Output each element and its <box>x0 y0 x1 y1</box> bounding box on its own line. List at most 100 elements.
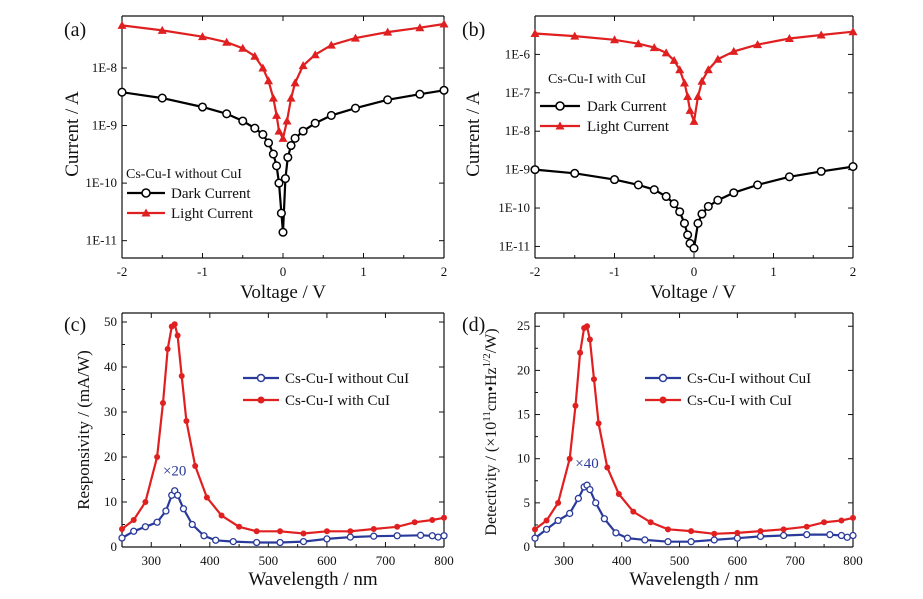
panel-b-data-point <box>661 191 671 202</box>
panel-c-data-point <box>323 528 330 535</box>
panel-c-data-point <box>276 538 284 547</box>
panel-d-legend-series2-marker <box>659 396 667 404</box>
panel-a-data-point <box>272 161 282 171</box>
panel-d-data-point <box>711 530 718 537</box>
panel-b-ylabel: Current / A <box>463 91 484 177</box>
panel-c-data-point <box>218 512 225 519</box>
panel-a-data-point <box>258 129 268 140</box>
panel-b-data-point <box>683 92 693 101</box>
panel-b-data-point <box>729 188 739 198</box>
panel-c-data-point <box>428 532 436 540</box>
panel-b-data-point <box>713 195 723 205</box>
panel-c-data-point <box>154 454 161 460</box>
panel-a-x-tick-label: -1 <box>197 264 208 279</box>
panel-c-data-point <box>416 531 425 539</box>
panel-a-data-point <box>238 116 248 126</box>
panel-b-x-tick-label: -2 <box>530 264 541 279</box>
panel-a-y-tick-label: 1E-10 <box>85 175 117 190</box>
panel-a-legend-light-label: Light Current <box>171 206 254 222</box>
panel-d-data-point <box>566 509 574 518</box>
panel-d-data-point <box>577 349 584 356</box>
panel-a-data-point <box>298 61 308 70</box>
panel-d-data-point <box>566 455 573 462</box>
panel-d: (d) Detectivity / (×1011cm•Hz1/2/W) Wave… <box>462 312 863 590</box>
panel-b-data-point <box>679 218 690 228</box>
panel-d-data-point <box>542 525 551 533</box>
panel-d-data-point <box>850 514 856 521</box>
panel-d-data-point <box>586 485 594 494</box>
panel-a-data-point <box>274 178 284 188</box>
panel-a-data-point <box>268 93 278 102</box>
panel-c-data-point <box>159 400 166 406</box>
panel-a-data-point <box>278 133 288 142</box>
panel-d-data-point <box>586 336 593 343</box>
panel-a-data-point <box>283 152 293 162</box>
panel-b-data-point <box>693 218 703 228</box>
panel-c-y-tick-label: 50 <box>104 314 117 329</box>
panel-c-data-point <box>171 321 178 328</box>
panel-c-data-point <box>253 528 260 535</box>
panel-a-data-point <box>280 174 290 184</box>
panel-d-data-point <box>615 491 622 498</box>
panel-d-data-point <box>574 494 583 503</box>
panel-b-data-point <box>848 162 858 172</box>
panel-b-data-point <box>689 116 699 125</box>
panel-a-data-point <box>415 23 425 32</box>
panel-c-legend-series2-label: Cs-Cu-I with CuI <box>285 393 390 409</box>
panel-c-data-point <box>429 517 436 523</box>
panel-c-data-point <box>118 534 126 542</box>
panel-a-legend-dark-label: Dark Current <box>171 186 251 202</box>
panel-c-data-point <box>236 523 243 530</box>
panel-d-data-point <box>592 499 600 507</box>
panel-d-legend-series1-marker <box>658 373 668 383</box>
panel-c-ylabel: Responsivity / (mA/W) <box>74 350 93 510</box>
panel-a-ylabel: Current / A <box>62 91 83 177</box>
panel-a-data-point <box>383 27 393 36</box>
panel-d-x-tick-label: 500 <box>670 553 690 568</box>
panel-a-data-point <box>258 63 268 72</box>
panel-c-data-point <box>253 538 261 547</box>
panel-a-data-point <box>250 123 260 133</box>
panel-b-data-point <box>697 76 707 85</box>
panel-d-data-point <box>531 534 539 542</box>
panel-d-data-point <box>647 519 654 526</box>
panel-d-data-point <box>623 534 632 542</box>
panel-d-ylabel-mid: cm•Hz <box>483 367 500 411</box>
panel-a-data-point <box>415 89 425 99</box>
panel-b-data-point <box>610 35 619 44</box>
panel-b-legend-dark-label: Dark Current <box>587 99 667 115</box>
panel-a-data-point <box>222 37 232 46</box>
panel-d-y-tick-label: 10 <box>517 451 530 466</box>
panel-c-data-point <box>130 527 138 535</box>
panel-b-data-point <box>703 65 713 74</box>
panel-d-data-point <box>733 534 742 542</box>
panel-b-data-point <box>675 65 685 74</box>
panel-d-data-point <box>595 420 602 427</box>
panel-d-data-point <box>572 402 579 409</box>
panel-b-data-point <box>784 172 794 182</box>
panel-d-y-tick-label: 25 <box>517 318 530 333</box>
panel-b-data-point <box>848 27 858 36</box>
panel-c-x-tick-label: 700 <box>376 553 396 568</box>
panel-c-data-point <box>212 536 220 544</box>
panel-a-legend-dark-marker <box>141 188 151 198</box>
panel-c-data-point <box>434 533 442 541</box>
panel-a-data-point <box>290 133 300 143</box>
panel-c-legend: Cs-Cu-I without CuI Cs-Cu-I with CuI <box>243 371 409 409</box>
panel-a-series-2 <box>117 19 449 142</box>
panel-a-data-point <box>286 93 296 102</box>
panel-c-data-point <box>142 499 149 505</box>
panel-b-y-tick-label: 1E-11 <box>499 238 530 253</box>
panel-c-data-point <box>370 526 377 532</box>
panel-b-data-point <box>649 185 659 195</box>
panel-a-letter: (a) <box>64 19 86 41</box>
panel-c: (c) Responsivity / (mA/W) Wavelength / n… <box>64 312 454 590</box>
panel-d-ylabel: Detectivity / (×1011cm•Hz1/2/W) <box>481 328 500 535</box>
panel-b-legend-dark-marker <box>555 101 565 111</box>
panel-a-data-point <box>350 103 361 113</box>
panel-d-data-point <box>849 531 857 540</box>
panel-c-y-tick-label: 40 <box>104 359 117 374</box>
panel-b-y-tick-label: 1E-10 <box>498 200 530 215</box>
panel-c-data-point <box>229 537 237 546</box>
panel-c-data-point <box>394 523 401 530</box>
